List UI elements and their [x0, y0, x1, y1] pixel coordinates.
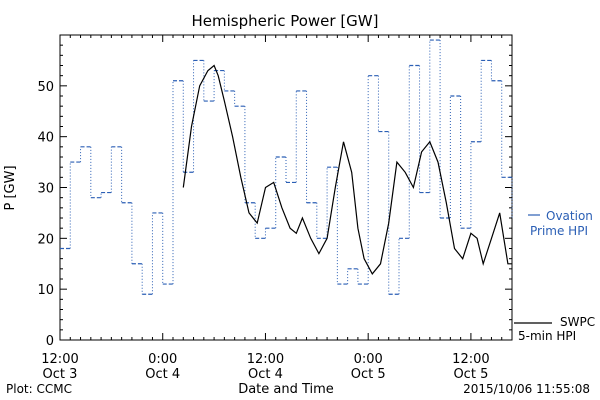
chart-title: Hemispheric Power [GW] — [192, 12, 379, 30]
legend-swpc-label-1: SWPC — [560, 315, 595, 329]
y-tick-label: 0 — [46, 334, 54, 349]
x-tick-date: Oct 4 — [248, 367, 283, 382]
x-tick-date: Oct 3 — [43, 367, 78, 382]
y-axis-label: P [GW] — [3, 165, 18, 210]
y-tick-label: 50 — [37, 80, 54, 95]
plot-frame — [59, 34, 513, 341]
y-tick-label: 30 — [37, 182, 54, 197]
x-tick-time: 12:00 — [452, 352, 489, 367]
x-axis-label: Date and Time — [238, 382, 334, 397]
series-layer — [60, 39, 513, 295]
legend-ovation-label-1: Ovation — [546, 209, 593, 223]
x-tick-time: 0:00 — [148, 352, 177, 367]
x-tick-date: Oct 4 — [145, 367, 180, 382]
swpc-line — [182, 64, 512, 275]
footer-timestamp: 2015/10/06 11:55:08 — [463, 382, 590, 396]
footer-plot-credit: Plot: CCMC — [6, 382, 72, 396]
legend-swpc-label-2: 5-min HPI — [518, 329, 576, 343]
y-axis: 0 10 20 30 40 50 — [37, 34, 512, 349]
y-tick-label: 10 — [37, 283, 54, 298]
x-tick-time: 12:00 — [41, 352, 78, 367]
y-tick-label: 40 — [37, 131, 54, 146]
x-tick-date: Oct 5 — [453, 367, 488, 382]
x-tick-date: Oct 5 — [351, 367, 386, 382]
x-tick-time: 0:00 — [354, 352, 383, 367]
x-tick-time: 12:00 — [247, 352, 284, 367]
legend-ovation-label-2: Prime HPI — [530, 224, 588, 238]
y-tick-label: 20 — [37, 232, 54, 247]
